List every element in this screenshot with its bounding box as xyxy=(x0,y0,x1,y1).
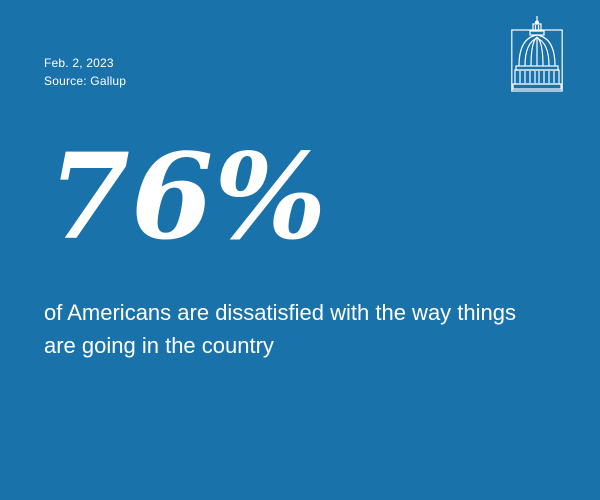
stat-description: of Americans are dissatisfied with the w… xyxy=(44,300,517,358)
source-label: Source: Gallup xyxy=(44,74,127,88)
meta-block: Feb. 2, 2023 Source: Gallup xyxy=(44,54,126,90)
date-label: Feb. 2, 2023 xyxy=(44,56,114,70)
capitol-dome-icon xyxy=(511,16,563,92)
headline-stat: 76% xyxy=(48,127,328,266)
